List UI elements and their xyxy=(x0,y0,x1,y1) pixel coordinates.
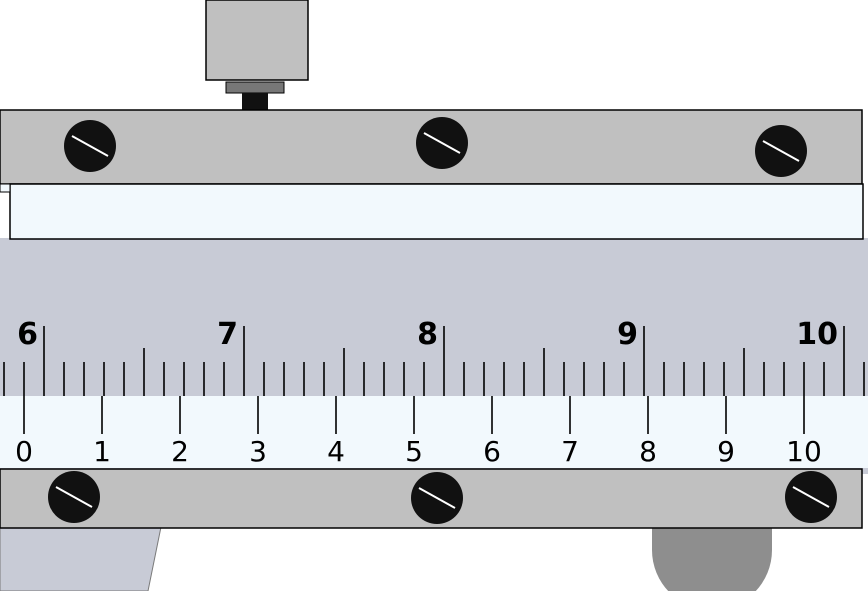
main-scale-label: 10 xyxy=(796,317,838,352)
main-scale-label: 9 xyxy=(617,317,638,352)
vernier-scale-label: 10 xyxy=(786,435,822,468)
screw-icon xyxy=(785,471,837,523)
main-scale-ticks xyxy=(3,326,865,396)
upper-scale-strip xyxy=(9,183,864,240)
thumb-wheel xyxy=(652,528,772,591)
upper-strip-left-tab xyxy=(0,183,11,193)
vernier-scale-label: 1 xyxy=(93,435,111,468)
screw-icon xyxy=(64,120,116,172)
vernier-scale-label: 2 xyxy=(171,435,189,468)
main-scale-labels: 6 7 8 9 10 xyxy=(17,317,838,352)
vernier-scale-face xyxy=(0,396,868,468)
clamp-block xyxy=(205,0,309,81)
vernier-scale-ticks xyxy=(23,396,805,434)
vernier-scale-label: 6 xyxy=(483,435,501,468)
screw-icon xyxy=(755,125,807,177)
clamp-washer xyxy=(225,81,285,94)
main-scale-label: 7 xyxy=(217,317,238,352)
vernier-scale-label: 3 xyxy=(249,435,267,468)
screw-icon xyxy=(416,117,468,169)
clamp-stem xyxy=(242,93,268,110)
screw-icon xyxy=(48,471,100,523)
vernier-scale-label: 5 xyxy=(405,435,423,468)
vernier-scale-label: 4 xyxy=(327,435,345,468)
vernier-scale-label: 7 xyxy=(561,435,579,468)
main-scale-label: 8 xyxy=(417,317,438,352)
main-scale-label: 6 xyxy=(17,317,38,352)
vernier-scale-label: 0 xyxy=(15,435,33,468)
screws xyxy=(48,117,837,524)
lower-jaw-left xyxy=(0,521,163,591)
vernier-scale-label: 9 xyxy=(717,435,735,468)
screw-icon xyxy=(411,472,463,524)
vernier-scale-label: 8 xyxy=(639,435,657,468)
vernier-scale-labels: 0 1 2 3 4 5 6 7 8 9 10 xyxy=(15,435,822,468)
